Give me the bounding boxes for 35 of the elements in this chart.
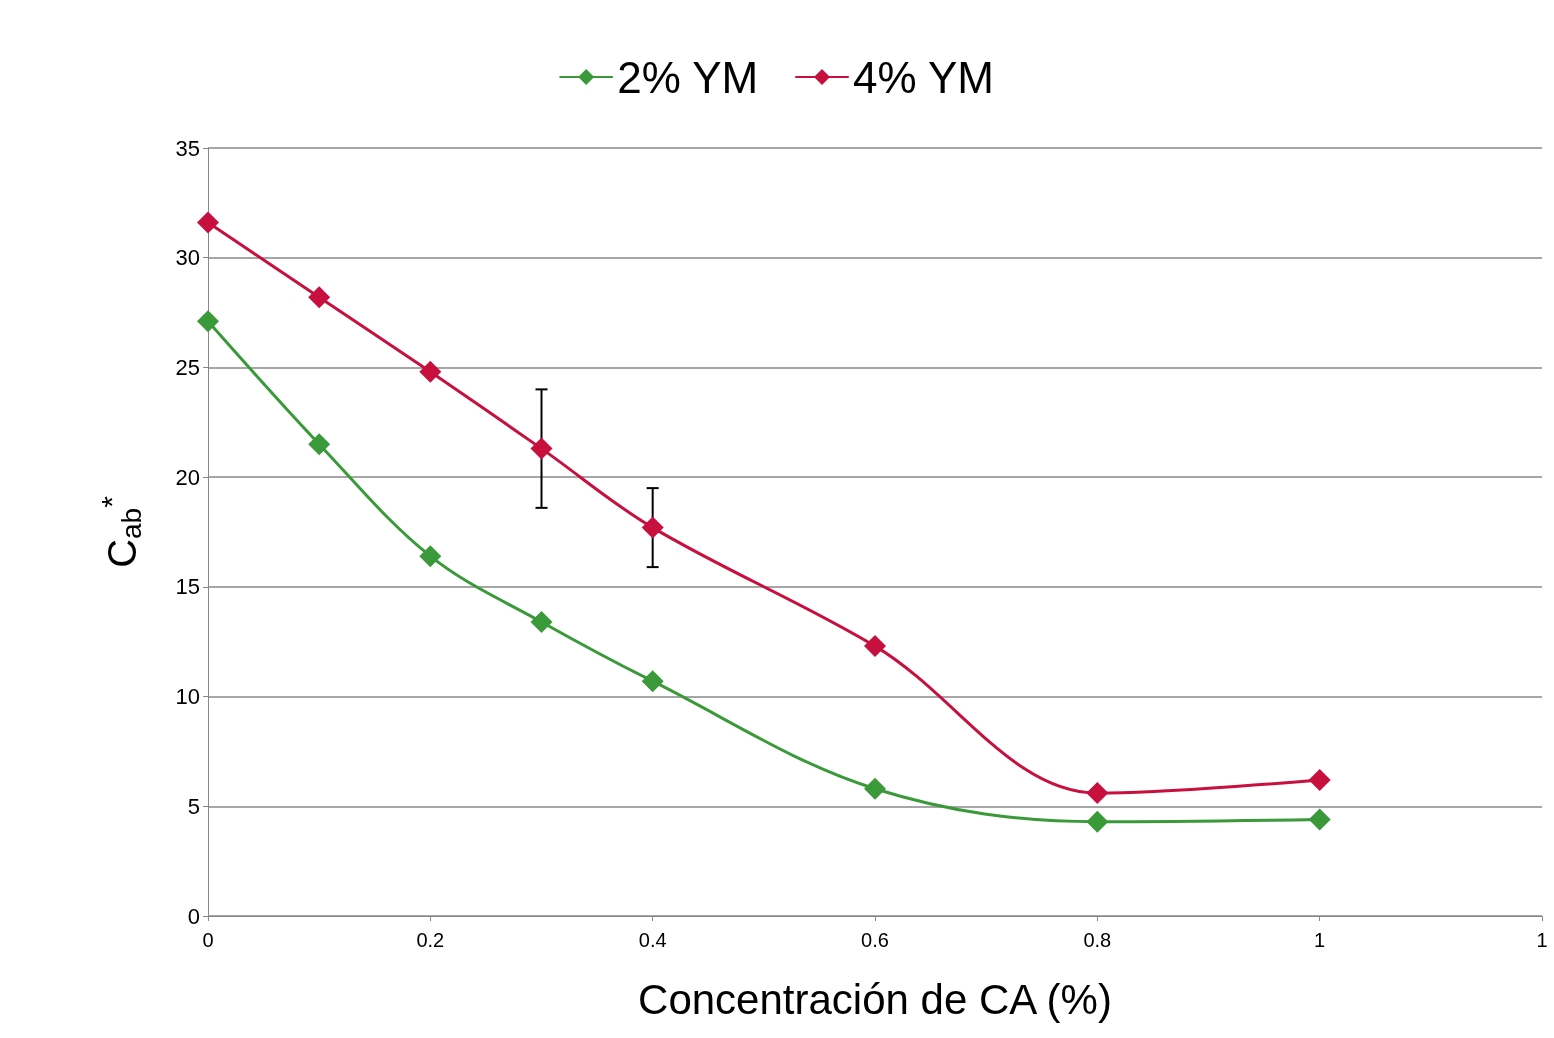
point <box>1086 810 1109 833</box>
y-tick-label: 10 <box>175 684 200 710</box>
point <box>864 777 886 800</box>
x-tick-label: 0.4 <box>638 929 667 951</box>
legend-label: 4% YM <box>853 52 995 102</box>
point <box>1308 768 1331 791</box>
point <box>1086 782 1109 805</box>
y-tick-label: 0 <box>187 903 200 929</box>
y-axis-title: Cab* <box>94 495 147 568</box>
x-axis-title: Concentración de CA (%) <box>638 975 1112 1023</box>
point <box>641 516 664 539</box>
point <box>308 286 331 309</box>
x-tick-label: 0.8 <box>1083 929 1112 951</box>
x-tick-label: 1 <box>1536 929 1548 951</box>
x-tick-label: 0 <box>202 929 214 951</box>
point <box>197 211 219 234</box>
point <box>197 310 219 333</box>
point <box>1308 808 1331 831</box>
point <box>419 545 442 568</box>
point <box>530 610 553 633</box>
x-tick-label: 1 <box>1314 929 1326 951</box>
point <box>864 635 886 658</box>
point <box>530 437 553 460</box>
point <box>308 433 331 456</box>
x-tick-label: 0.6 <box>861 929 889 951</box>
y-tick-label: 35 <box>175 135 200 161</box>
point <box>641 670 664 693</box>
y-tick-label: 15 <box>175 574 200 600</box>
y-tick-label: 25 <box>175 354 200 380</box>
y-tick-label: 5 <box>187 793 200 819</box>
x-tick-label: 0.2 <box>416 929 445 951</box>
legend-label: 2% YM <box>617 52 759 102</box>
point <box>419 360 442 383</box>
y-tick-label: 30 <box>175 245 200 271</box>
y-tick-label: 20 <box>175 464 200 490</box>
